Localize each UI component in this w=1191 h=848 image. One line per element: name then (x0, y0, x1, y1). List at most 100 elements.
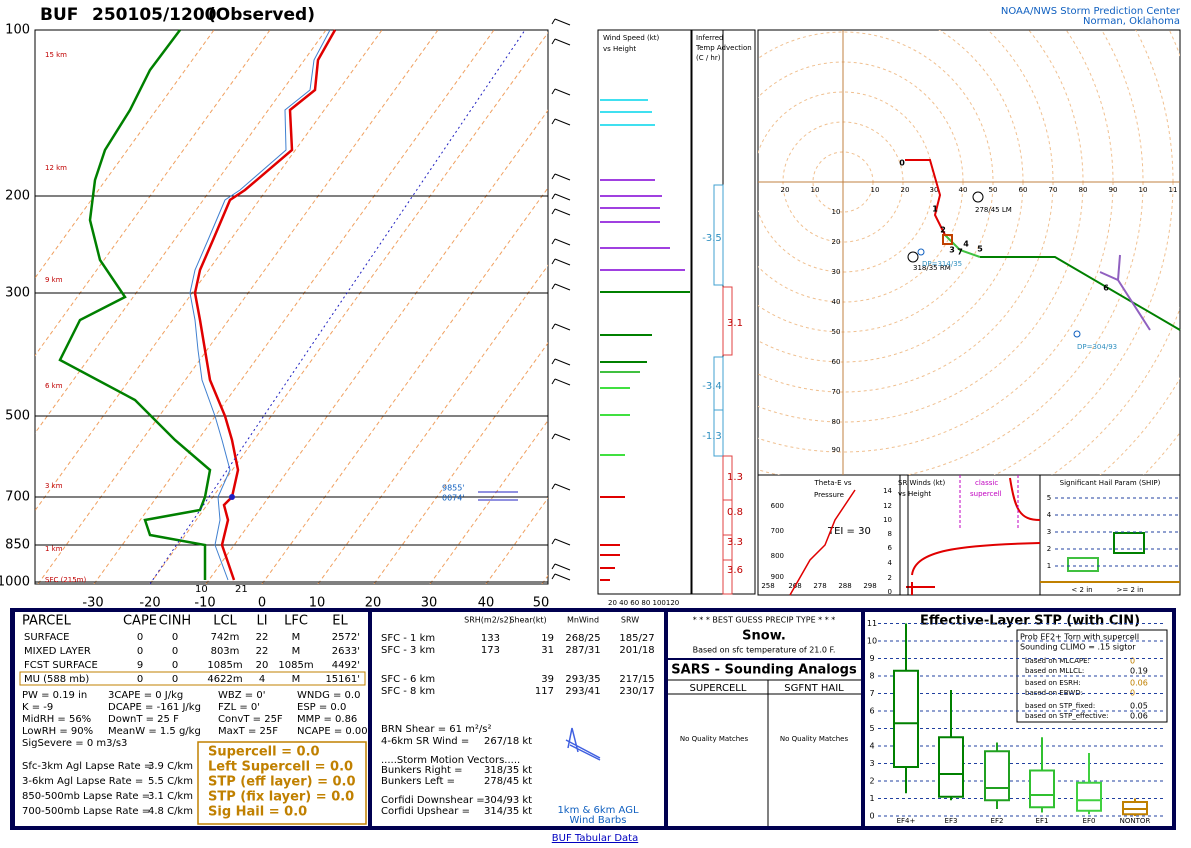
pressure-label: 500 (5, 409, 30, 424)
stp-box (1076, 781, 1102, 812)
layout-line (35, 30, 215, 279)
layout-line (551, 88, 556, 95)
parcel-panel (15, 612, 368, 826)
srw-y: 4 (888, 559, 893, 567)
based-value: 0.05 (1130, 702, 1148, 711)
hodograph-lines (758, 30, 1181, 475)
stp-prob: Sounding CLIMO = .15 sigtor (1020, 643, 1136, 652)
layout-line (554, 258, 571, 266)
theta-y: 600 (771, 502, 784, 510)
adv-box (713, 184, 724, 286)
adv-title: Inferred (696, 34, 724, 42)
srw: 185/27 (619, 633, 654, 644)
small-panels (789, 475, 1180, 596)
index-value: Left Supercell = 0.0 (208, 760, 353, 775)
layout-line (554, 283, 571, 291)
layout-line (35, 30, 383, 512)
wind-bar (600, 567, 615, 569)
layout-line (551, 323, 556, 330)
wind-bar (600, 414, 630, 416)
layout-line (554, 173, 571, 181)
hodo-trace (944, 234, 981, 258)
wind-bar (600, 291, 690, 293)
lm-label: 278/45 LM (975, 206, 1012, 214)
height-label: 15 km (45, 51, 67, 59)
parcel-param: DownT = 25 F (108, 714, 179, 725)
wind-bar (600, 207, 660, 209)
wind-bar (600, 371, 640, 373)
wind-bar (600, 99, 648, 101)
ship-frame (1039, 474, 1181, 596)
hodo-point: 7 (957, 248, 963, 257)
temp-label: -30 (82, 596, 103, 611)
tabular-link[interactable]: BUF Tabular Data (552, 833, 638, 844)
height-label: 3 km (45, 482, 63, 490)
based-value: 0.06 (1130, 712, 1148, 721)
srw-y: 6 (888, 544, 893, 552)
layout-line (551, 378, 556, 385)
hodo-point: 4 (963, 240, 969, 249)
srw-title: vs Height (898, 490, 931, 498)
vector-label: Corfidi Upshear = (381, 806, 470, 817)
ship-x: < 2 in (1071, 586, 1092, 594)
wind-bar (600, 579, 610, 581)
theta-profile (789, 489, 856, 596)
based-label: based on MLLCL: (1025, 667, 1084, 675)
parcel-cell: 803m (211, 646, 240, 657)
layout-line (551, 483, 556, 490)
parcel-param: FZL = 0' (218, 702, 260, 713)
parcel-cell: M (292, 632, 301, 643)
parcel-cell: 0 (172, 674, 178, 685)
stp-y: 11 (867, 619, 877, 628)
layout-line (551, 283, 556, 290)
layout-line (205, 109, 548, 584)
temp-label: -20 (139, 596, 160, 611)
skewt-lines (58, 29, 526, 585)
layout-line (261, 187, 548, 584)
hodo-x-label: 10 (871, 186, 880, 194)
location: Norman, Oklahoma (1083, 16, 1180, 27)
parcel-cell: 0 (172, 646, 178, 657)
based-label: based on MLCAPE: (1025, 657, 1090, 665)
wind-bar (600, 454, 625, 456)
layout-line (551, 538, 556, 545)
stp-y: 2 (869, 777, 874, 786)
sars-title: SARS - Sounding Analogs (671, 663, 857, 678)
lapse-value: 5.5 C/km (148, 776, 193, 787)
srw: 230/17 (619, 686, 654, 697)
height-label: SFC (215m) (45, 576, 86, 584)
layout-line (551, 208, 556, 215)
stp-box (938, 736, 964, 798)
layout-line (551, 238, 556, 245)
hodo-trace (905, 159, 946, 236)
sars-col: SUPERCELL (690, 683, 747, 694)
theta-y: 700 (771, 527, 784, 535)
wind-bar (600, 124, 655, 126)
layout-line (554, 538, 571, 546)
parcel-cell: 9 (137, 660, 143, 671)
parcel-cell: MIXED LAYER (24, 646, 91, 657)
theta-x: 278 (813, 582, 826, 590)
storm-motion (907, 251, 919, 263)
parcel-param: WNDG = 0.0 (297, 690, 360, 701)
srw-y: 12 (883, 502, 892, 510)
hodo-point: 0 (899, 159, 905, 168)
precip-note: Based on sfc temperature of 21.0 F. (693, 646, 836, 655)
parcel-param: MeanW = 1.5 g/kg (108, 726, 201, 737)
adv-value: -1.3 (702, 431, 722, 442)
temp-label: 0 (258, 596, 266, 611)
height-label: 1 km (45, 545, 63, 553)
lapse-label: 850-500mb Lapse Rate = (22, 791, 150, 802)
sfc-dewpoint: 10 (195, 584, 208, 595)
parcel-cell: 4622m (207, 674, 242, 685)
parcel-cell: 0 (137, 646, 143, 657)
theta-title: Theta-E vs (813, 479, 851, 487)
layout-line (554, 433, 571, 441)
hodo-x-label: 10 (1139, 186, 1148, 194)
hodo-x-label: 80 (1079, 186, 1088, 194)
parcel-cell: 4492' (332, 660, 360, 671)
parcel-param: MMP = 0.86 (297, 714, 357, 725)
parcel-header: LFC (284, 614, 308, 629)
layout-line (554, 323, 571, 331)
